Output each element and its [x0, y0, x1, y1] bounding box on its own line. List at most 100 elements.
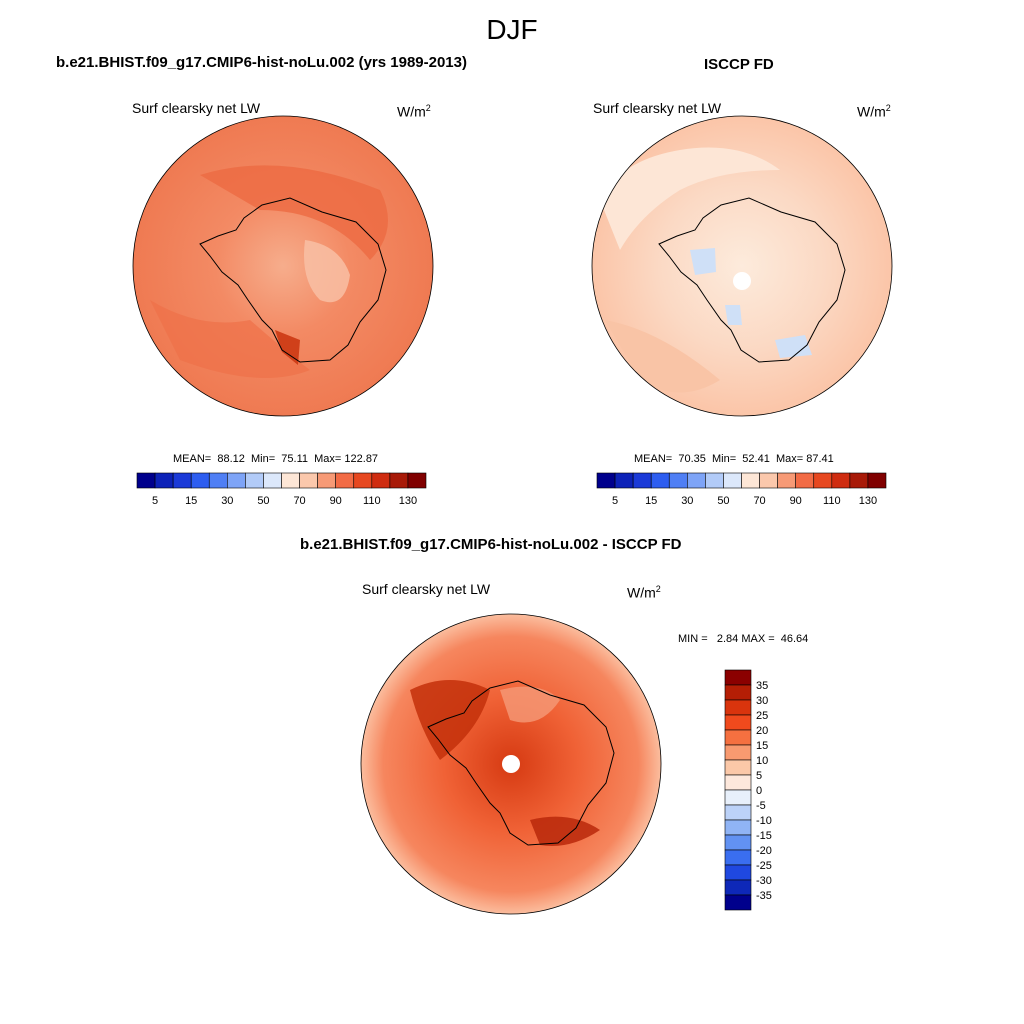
colorbar-swatch: [741, 472, 760, 489]
colorbar-swatch: [813, 472, 833, 489]
map2-coastline: [658, 197, 846, 363]
map3-hot-west: [410, 680, 490, 760]
panel1-title: b.e21.BHIST.f09_g17.CMIP6-hist-noLu.002 …: [56, 54, 467, 71]
panel3-title: b.e21.BHIST.f09_g17.CMIP6-hist-noLu.002 …: [300, 536, 682, 553]
panel1-variable: Surf clearsky net LW: [132, 100, 261, 116]
colorbar-swatch: [263, 472, 282, 489]
colorbar-swatch: [353, 472, 373, 489]
map3-coastline: [427, 680, 615, 846]
colorbar-tick-label: 30: [681, 495, 693, 507]
colorbar-swatch: [596, 472, 616, 489]
panel2-stats: MEAN= 70.35 Min= 52.41 Max= 87.41: [634, 453, 834, 465]
colorbar-tick-label: 30: [756, 695, 768, 707]
colorbar-swatch: [724, 729, 752, 746]
colorbar-tick-label: 50: [717, 495, 729, 507]
map1-band-sw: [150, 300, 310, 378]
colorbar-tick-label: 70: [753, 495, 765, 507]
colorbar-swatch: [849, 472, 869, 489]
colorbar-tick-label: 130: [399, 495, 417, 507]
colorbar-swatch: [371, 472, 391, 489]
colorbar-swatch: [724, 774, 752, 791]
colorbar-swatch: [632, 472, 652, 489]
colorbar-swatch: [154, 472, 174, 489]
panel2-title: ISCCP FD: [704, 56, 774, 73]
colorbar-tick-label: -10: [756, 815, 772, 827]
panel3-units: W/m2: [627, 584, 661, 601]
colorbar-swatch: [724, 714, 752, 731]
colorbar-swatch: [724, 819, 752, 836]
colorbar-panel1: 5 15 30 50 70 90 110 130: [136, 472, 427, 507]
colorbar-tick-label: 90: [330, 495, 342, 507]
colorbar-tick-label: 130: [859, 495, 877, 507]
colorbar-swatch: [724, 789, 752, 806]
colorbar-swatch: [724, 684, 752, 701]
colorbar-tick-label: -20: [756, 845, 772, 857]
colorbar-swatch: [335, 472, 355, 489]
panel3-stats: MIN = 2.84 MAX = 46.64: [678, 633, 809, 645]
colorbar-tick-label: 5: [152, 495, 158, 507]
colorbar-tick-label: -5: [756, 800, 766, 812]
colorbar-tick-label: 70: [293, 495, 305, 507]
colorbar-swatch: [190, 472, 210, 489]
colorbar-tick-label: 15: [645, 495, 657, 507]
colorbar-swatch: [227, 472, 246, 489]
colorbar-tick-label: 110: [363, 495, 381, 507]
map1-outline: [132, 115, 434, 417]
map2-band-light: [600, 147, 780, 250]
colorbar-tick-label: 90: [790, 495, 802, 507]
map1-plateau-low: [304, 240, 350, 303]
map2-cold-patch-2: [775, 335, 812, 358]
map2-pole-hole: [733, 272, 751, 290]
colorbar-panel2: 5 15 30 50 70 90 110 130: [596, 472, 887, 507]
colorbar-swatch: [136, 472, 156, 489]
colorbar-tick-label: -25: [756, 860, 772, 872]
colorbar-swatch: [650, 472, 670, 489]
map2-cold-patch-1: [690, 248, 716, 275]
colorbar-swatch: [724, 699, 752, 716]
figure-title: DJF: [486, 14, 538, 45]
colorbar-swatch: [208, 472, 228, 489]
colorbar-swatch: [614, 472, 634, 489]
colorbar-tick-label: 5: [756, 770, 762, 782]
colorbar-swatch: [777, 472, 796, 489]
colorbar-tick-label: 20: [756, 725, 768, 737]
colorbar-swatch: [687, 472, 706, 489]
colorbar-tick-label: 110: [823, 495, 841, 507]
panel2-variable: Surf clearsky net LW: [593, 100, 722, 116]
panel2-units: W/m2: [857, 103, 891, 120]
colorbar-tick-label: 25: [756, 710, 768, 722]
colorbar-swatch: [724, 804, 752, 821]
colorbar-swatch: [724, 834, 752, 851]
colorbar-swatch: [724, 849, 752, 866]
colorbar-tick-label: 5: [612, 495, 618, 507]
colorbar-tick-label: 30: [221, 495, 233, 507]
colorbar-swatch: [759, 472, 778, 489]
map3-pole-hole: [502, 755, 520, 773]
colorbar-swatch: [724, 879, 752, 896]
map1-coastline: [199, 197, 387, 363]
map3-outline: [360, 613, 662, 915]
colorbar-swatch: [407, 472, 427, 489]
colorbar-swatch: [389, 472, 409, 489]
colorbar-tick-label: 15: [185, 495, 197, 507]
colorbar-swatch: [705, 472, 724, 489]
colorbar-tick-label: 35: [756, 680, 768, 692]
colorbar-panel3: 35 30 25 20 15 10 5 0 -5 -10 -15 -20 -25 -30 -35: [724, 669, 772, 911]
colorbar-tick-label: -30: [756, 875, 772, 887]
panel1-units: W/m2: [397, 103, 431, 120]
colorbar-swatch: [867, 472, 887, 489]
map1-ross-hot: [275, 330, 300, 365]
map3-plateau: [500, 686, 560, 723]
colorbar-swatch: [299, 472, 318, 489]
map2-band-edge: [605, 320, 720, 393]
colorbar-tick-label: 10: [756, 755, 768, 767]
colorbar-swatch: [245, 472, 264, 489]
colorbar-swatch: [724, 759, 752, 776]
colorbar-swatch: [831, 472, 851, 489]
colorbar-tick-label: 50: [257, 495, 269, 507]
map2-cold-patch-3: [725, 305, 742, 325]
colorbar-swatch: [668, 472, 688, 489]
map-panel1: [132, 115, 434, 417]
map-panel3: [360, 613, 662, 915]
